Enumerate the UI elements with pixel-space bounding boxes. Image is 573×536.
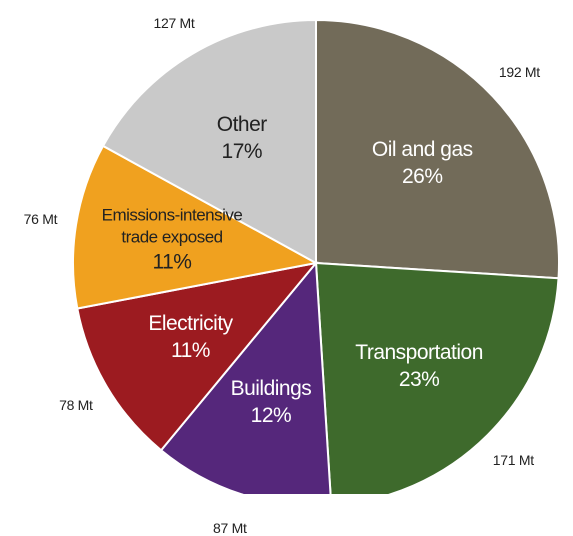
category-label: Emissions-intensive trade exposed [101,205,243,247]
category-label: Electricity [148,312,233,336]
percent-label: 26% [402,165,443,189]
category-label: Transportation [355,341,483,365]
slice-label: Transportation 23% [355,339,483,393]
percent-label: 12% [250,403,292,427]
pie-slice [315,18,560,280]
slice-label: Emissions-intensive trade exposed 11% [97,205,247,276]
pie-slice [159,260,332,494]
slice-label: Other 17% [216,111,268,165]
pie-slice [72,144,319,310]
percent-label: 23% [398,368,440,392]
amount-label: 171 Mt [492,452,534,469]
category-label: Buildings [230,376,312,400]
slice-label: Buildings 12% [231,375,312,429]
pie-slice [101,18,317,265]
percent-label: 17% [221,139,263,163]
amount-label: 78 Mt [59,397,93,414]
percent-label: 11% [171,339,210,363]
chart [72,18,560,494]
amount-label: 127 Mt [153,14,195,31]
slice-label: Electricity 11% [148,310,233,364]
page: {"chart_data": {"type": "pie", "categori… [23,14,560,536]
category-label: Oil and gas [371,138,473,162]
category-label: Other [216,112,268,136]
percent-label: 11% [152,250,192,274]
slice-label: Oil and gas 26% [372,136,473,190]
amount-label: 192 Mt [498,64,540,80]
pie-slice [76,261,319,452]
amount-label: 87 Mt [213,520,247,536]
amount-label: 76 Mt [23,211,58,228]
pie-slice [314,261,560,494]
